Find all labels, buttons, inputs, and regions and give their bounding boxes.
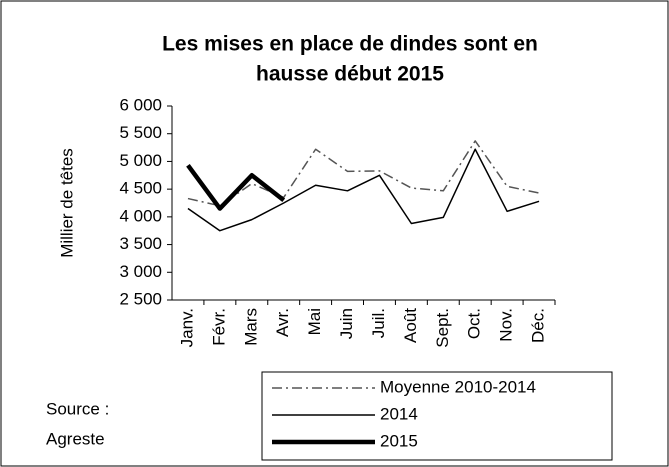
- x-tick-label: Juin: [337, 308, 356, 339]
- y-tick-label: 4 000: [119, 206, 162, 225]
- legend-box: [261, 371, 613, 461]
- x-tick-label: Août: [401, 308, 420, 343]
- chart-title: hausse début 2015: [256, 63, 444, 86]
- source: Agreste: [46, 429, 105, 448]
- legend-label: Moyenne 2010-2014: [380, 377, 536, 396]
- y-tick-label: 5 500: [119, 123, 162, 142]
- x-tick-label: Oct.: [465, 308, 484, 339]
- y-tick-label: 3 500: [119, 234, 162, 253]
- x-tick-label: Sept.: [433, 308, 452, 348]
- source: Source :: [46, 399, 109, 418]
- x-tick-label: Mai: [305, 308, 324, 335]
- legend-label: 2015: [380, 431, 418, 450]
- line-series: [187, 148, 540, 232]
- y-tick-label: 2 500: [119, 289, 162, 308]
- x-tick-label: Nov.: [497, 308, 516, 342]
- y-tick-label: 5 000: [119, 151, 162, 170]
- x-tick-label: Janv.: [177, 308, 196, 347]
- x-tick-label: Déc.: [529, 308, 548, 343]
- line-series: [186, 163, 286, 211]
- x-tick-label: Févr.: [209, 308, 228, 346]
- y-tick-label: 4 500: [119, 179, 162, 198]
- y-tick-label: 3 000: [119, 262, 162, 281]
- y-axis-label: Millier de têtes: [57, 148, 76, 258]
- legend-label: 2014: [380, 404, 418, 423]
- line-series: [187, 140, 540, 207]
- chart-title: Les mises en place de dindes sont en: [162, 33, 538, 56]
- y-tick-label: 6 000: [119, 95, 162, 114]
- x-tick-label: Juil.: [369, 308, 388, 338]
- x-tick-label: Avr.: [273, 308, 292, 337]
- x-tick-label: Mars: [241, 308, 260, 346]
